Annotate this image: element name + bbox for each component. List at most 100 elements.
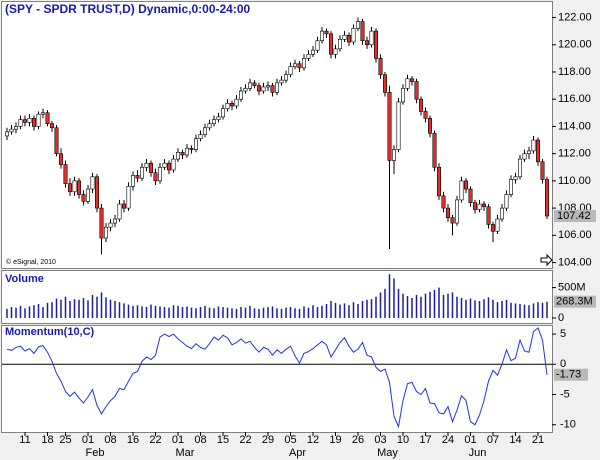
candle-body xyxy=(382,74,387,93)
candle-body xyxy=(328,33,333,55)
candle-body xyxy=(270,85,275,93)
candle-body xyxy=(144,162,149,168)
volume-label: Volume xyxy=(5,273,44,285)
x-tick-label: 18 xyxy=(41,434,53,446)
candle-body xyxy=(481,203,486,208)
candle-body xyxy=(490,224,495,232)
candle-body xyxy=(274,82,279,93)
x-tick-label: 12 xyxy=(307,434,319,446)
candle-body xyxy=(261,86,266,92)
candle-body xyxy=(297,63,302,69)
x-tick-label: 21 xyxy=(532,434,544,446)
candle-body xyxy=(22,119,27,123)
y-tick-label: 118.00 xyxy=(558,66,591,78)
candle-body xyxy=(167,162,172,171)
candle-body xyxy=(9,128,14,133)
candle-body xyxy=(90,176,95,190)
x-tick-label: 25 xyxy=(59,434,71,446)
candle-body xyxy=(477,203,482,210)
volume-tick-label: 500M xyxy=(558,282,586,294)
candle-body xyxy=(40,112,45,115)
candle-body xyxy=(54,127,59,154)
candle-body xyxy=(180,151,185,156)
candle-body xyxy=(292,63,297,67)
candle-body xyxy=(364,40,369,46)
candle-body xyxy=(149,162,154,174)
x-tick-label: 08 xyxy=(104,434,116,446)
candle-body xyxy=(49,123,54,129)
candle-body xyxy=(459,180,464,201)
momentum-tick-label: 5 xyxy=(560,328,566,340)
volume-last-label: 268.3M xyxy=(556,296,593,308)
candle-body xyxy=(283,74,288,81)
candle-body xyxy=(405,78,410,89)
candle-body xyxy=(140,166,145,179)
x-tick-label: 01 xyxy=(82,434,94,446)
candle-body xyxy=(499,207,504,220)
x-tick-label: 22 xyxy=(239,434,251,446)
y-tick-label: 122.00 xyxy=(558,11,592,23)
candle-body xyxy=(14,126,19,130)
candle-body xyxy=(450,217,455,224)
y-tick-label: 116.00 xyxy=(558,93,591,105)
candle-body xyxy=(63,164,68,184)
candle-body xyxy=(522,153,527,160)
volume-last-box xyxy=(554,295,596,308)
candle-body xyxy=(162,162,167,168)
candle-body xyxy=(256,85,261,92)
x-tick-label: 14 xyxy=(509,434,521,446)
candle-body xyxy=(131,175,136,187)
month-label: Feb xyxy=(86,447,105,459)
candle-body xyxy=(540,161,545,180)
x-tick-label: 07 xyxy=(487,434,499,446)
scroll-icon[interactable] xyxy=(540,253,553,267)
y-tick-label: 120.00 xyxy=(558,39,592,51)
candle-body xyxy=(230,102,235,107)
candle-body xyxy=(454,199,459,224)
x-tick-label: 22 xyxy=(149,434,161,446)
candle-body xyxy=(265,85,270,88)
candle-body xyxy=(252,82,257,86)
candle-body xyxy=(472,202,477,210)
candle-body xyxy=(315,40,320,51)
candle-body xyxy=(212,119,217,125)
x-tick-label: 16 xyxy=(127,434,139,446)
x-tick-label: 08 xyxy=(194,434,206,446)
candle-body xyxy=(369,30,374,46)
momentum-tick-label: 0 xyxy=(560,358,566,370)
last-value-box xyxy=(554,210,596,222)
candle-body xyxy=(526,150,531,154)
candle-body xyxy=(400,88,405,103)
candle-body xyxy=(495,218,500,232)
y-tick-label: 114.00 xyxy=(558,120,591,132)
candle-body xyxy=(95,176,100,209)
candle-body xyxy=(122,203,127,209)
candle-body xyxy=(441,195,446,209)
candle-body xyxy=(216,116,221,120)
candle-body xyxy=(99,207,104,239)
candle-body xyxy=(333,48,338,55)
candle-body xyxy=(504,194,509,209)
candle-body xyxy=(225,102,230,110)
candle-body xyxy=(432,132,437,168)
x-tick-label: 11 xyxy=(19,434,30,446)
copyright: © eSignal, 2010 xyxy=(6,258,56,266)
candle-body xyxy=(378,58,383,76)
candle-body xyxy=(418,98,423,112)
candle-body xyxy=(288,66,293,76)
candle-body xyxy=(5,131,10,137)
candle-body xyxy=(391,149,396,161)
x-tick-label: 05 xyxy=(284,434,296,446)
candle-body xyxy=(203,127,208,135)
candle-body xyxy=(396,101,401,150)
candle-body xyxy=(535,139,540,163)
last-value-label: 107.42 xyxy=(557,210,591,222)
month-label: Apr xyxy=(289,447,306,459)
candle-body xyxy=(544,179,549,217)
x-tick-label: 10 xyxy=(397,434,409,446)
candle-body xyxy=(158,166,163,182)
candle-body xyxy=(508,179,513,195)
candle-body xyxy=(153,172,158,182)
candle-body xyxy=(135,175,140,179)
